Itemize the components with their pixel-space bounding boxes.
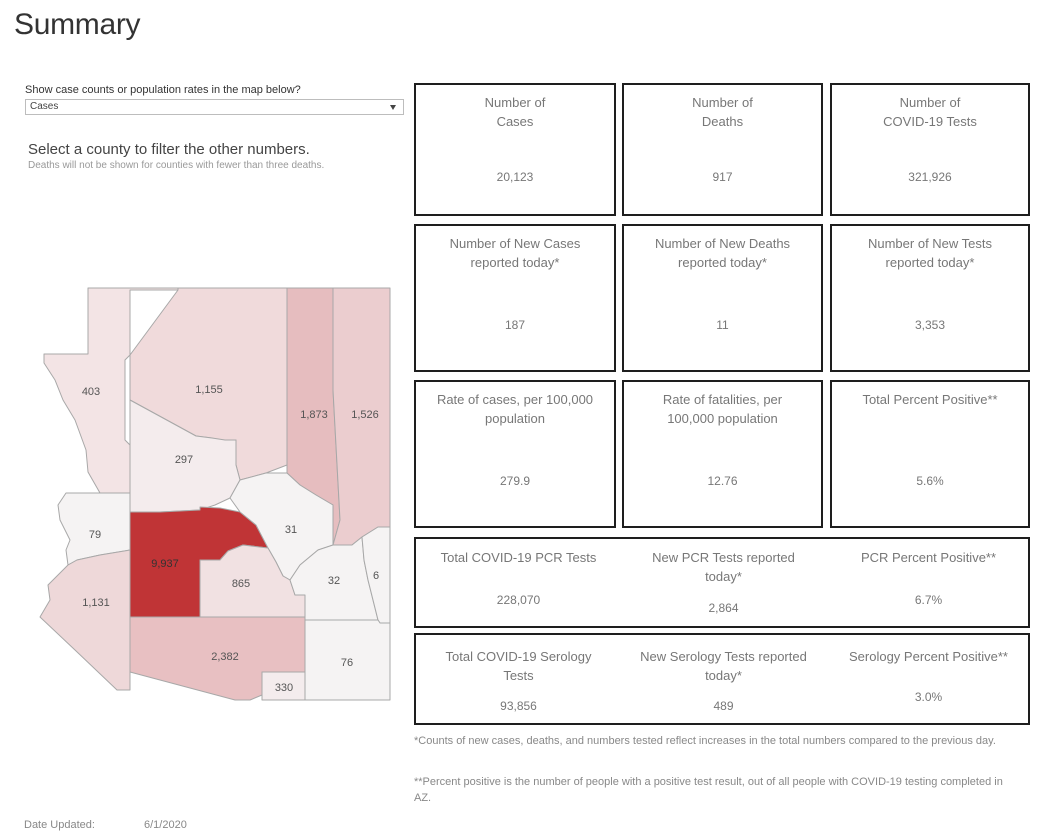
- stat-label: population: [485, 411, 545, 426]
- filter-heading: Select a county to filter the other numb…: [28, 141, 310, 158]
- stat-label: reported today*: [678, 255, 767, 270]
- stat-label: Total COVID-19 Serology: [445, 649, 592, 664]
- stat-label: Total Percent Positive**: [862, 392, 998, 407]
- stat-label: PCR Percent Positive**: [860, 550, 997, 565]
- serology-new[interactable]: New Serology Tests reported today* 489: [621, 635, 826, 723]
- stat-label: Cases: [496, 114, 534, 129]
- stat-value-new-cases: 187: [504, 318, 526, 332]
- stat-value-tests: 321,926: [908, 170, 952, 184]
- county-mohave[interactable]: [43, 287, 179, 494]
- stat-card-new-cases[interactable]: Number of New Cases reported today* 187: [414, 224, 616, 372]
- serology-total[interactable]: Total COVID-19 Serology Tests 93,856: [416, 635, 621, 723]
- stat-label: Total COVID-19 PCR Tests: [440, 550, 597, 565]
- county-value-coconino: 1,155: [195, 384, 223, 396]
- pcr-summary-panel: Total COVID-19 PCR Tests 228,070 New PCR…: [414, 537, 1030, 628]
- stat-card-new-deaths[interactable]: Number of New Deaths reported today* 11: [622, 224, 823, 372]
- map-mode-label: Show case counts or population rates in …: [25, 84, 301, 96]
- stat-label: Number of: [484, 95, 546, 110]
- stat-label: Rate of fatalities, per: [662, 392, 783, 407]
- county-value-pima: 2,382: [211, 651, 239, 663]
- county-santa-cruz[interactable]: [261, 671, 306, 701]
- stat-card-deaths[interactable]: Number of Deaths 917: [622, 83, 823, 216]
- stat-label: Number of: [899, 95, 961, 110]
- stat-value-deaths: 917: [712, 170, 733, 184]
- stat-label: COVID-19 Tests: [883, 114, 977, 129]
- county-value-cochise: 76: [341, 657, 353, 669]
- stat-card-cases[interactable]: Number of Cases 20,123: [414, 83, 616, 216]
- pcr-total[interactable]: Total COVID-19 PCR Tests 228,070: [416, 539, 621, 626]
- footnote-percent-positive: **Percent positive is the number of peop…: [414, 776, 1003, 804]
- stat-value-cases: 20,123: [496, 170, 534, 184]
- county-value-la-paz: 79: [89, 529, 101, 541]
- arizona-county-map: 403 1,155 1,873 1,526 297 79 9,937 31 1,…: [39, 287, 391, 701]
- stat-label: reported today*: [885, 255, 975, 270]
- stat-value-new-deaths: 11: [716, 318, 729, 332]
- filter-note: Deaths will not be shown for counties wi…: [28, 160, 325, 171]
- serology-summary-panel: Total COVID-19 Serology Tests 93,856 New…: [414, 633, 1030, 725]
- stat-label: Number of New Cases: [449, 236, 581, 251]
- stat-card-fatality-rate[interactable]: Rate of fatalities, per 100,000 populati…: [622, 380, 823, 528]
- stat-value-serology-positive: 3.0%: [914, 690, 943, 704]
- stat-label: Deaths: [701, 114, 744, 129]
- county-value-graham: 32: [328, 575, 340, 587]
- county-value-greenlee: 6: [373, 570, 379, 582]
- pcr-new[interactable]: New PCR Tests reported today* 2,864: [621, 539, 826, 626]
- stat-label: today*: [705, 668, 742, 683]
- stat-label: New PCR Tests reported: [652, 550, 795, 565]
- date-updated-label: Date Updated:: [24, 819, 95, 831]
- chevron-down-icon: [390, 105, 396, 110]
- stat-card-case-rate[interactable]: Rate of cases, per 100,000 population 27…: [414, 380, 616, 528]
- stat-card-percent-positive[interactable]: Total Percent Positive** 5.6%: [830, 380, 1030, 528]
- stat-card-tests[interactable]: Number of COVID-19 Tests 321,926: [830, 83, 1030, 216]
- stat-label: today*: [705, 569, 742, 584]
- page-title: Summary: [14, 8, 141, 41]
- pcr-positive[interactable]: PCR Percent Positive** 6.7%: [826, 539, 1031, 626]
- stat-value-pcr-total: 228,070: [496, 593, 541, 607]
- footnote-new-counts: *Counts of new cases, deaths, and number…: [414, 735, 996, 747]
- county-yuma[interactable]: [39, 549, 131, 691]
- stat-label: New Serology Tests reported: [640, 649, 807, 664]
- stat-label: Rate of cases, per 100,000: [436, 392, 594, 407]
- stat-label: Tests: [503, 668, 534, 683]
- county-value-navajo: 1,873: [300, 409, 328, 421]
- county-value-maricopa: 9,937: [151, 558, 179, 570]
- stat-label: Serology Percent Positive**: [849, 649, 1008, 664]
- stat-value-serology-new: 489: [713, 699, 734, 713]
- stat-label: 100,000 population: [667, 411, 778, 426]
- stat-value-pcr-new: 2,864: [708, 601, 739, 615]
- county-value-yavapai: 297: [175, 454, 193, 466]
- stat-value-fatality-rate: 12.76: [707, 474, 738, 488]
- stat-value-new-tests: 3,353: [914, 318, 946, 332]
- county-value-pinal: 865: [232, 578, 250, 590]
- county-value-santa-cruz: 330: [275, 682, 293, 694]
- map-mode-selected: Cases: [30, 101, 59, 112]
- stat-value-percent-positive: 5.6%: [916, 474, 944, 488]
- stat-label: reported today*: [470, 255, 560, 270]
- stat-label: Number of: [692, 95, 753, 110]
- stat-value-serology-total: 93,856: [500, 699, 537, 713]
- stat-card-new-tests[interactable]: Number of New Tests reported today* 3,35…: [830, 224, 1030, 372]
- county-value-yuma: 1,131: [82, 597, 110, 609]
- county-value-apache: 1,526: [351, 409, 379, 421]
- stat-label: Number of New Deaths: [654, 236, 791, 251]
- serology-positive[interactable]: Serology Percent Positive** 3.0%: [826, 635, 1031, 723]
- county-value-mohave: 403: [82, 386, 100, 398]
- stat-label: Number of New Tests: [867, 236, 993, 251]
- map-mode-dropdown[interactable]: Cases: [25, 99, 404, 115]
- county-value-gila: 31: [285, 524, 297, 536]
- date-updated-value: 6/1/2020: [144, 819, 187, 831]
- stat-value-case-rate: 279.9: [499, 474, 531, 488]
- stat-value-pcr-positive: 6.7%: [914, 593, 943, 607]
